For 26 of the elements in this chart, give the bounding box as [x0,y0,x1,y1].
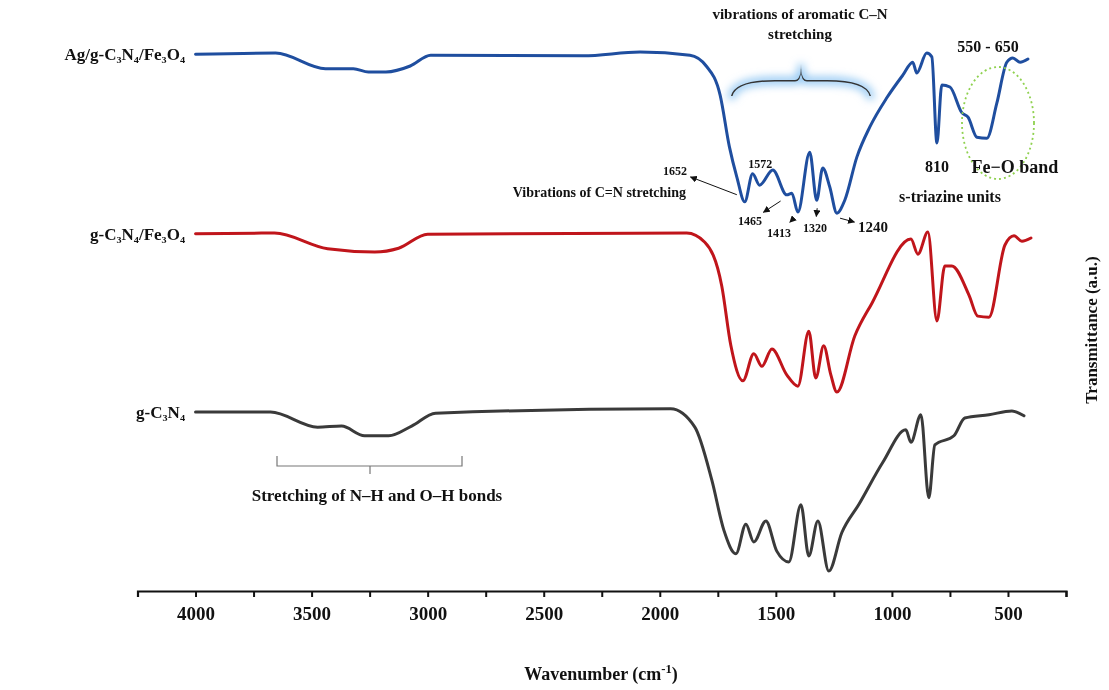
y-axis-title: Transmittance (a.u.) [1082,256,1101,404]
annotation: Vibrations of C=N stretching [512,185,686,200]
x-tick-label: 2000 [641,603,680,625]
x-tick-label: 500 [994,603,1023,625]
annotation: 1572 [748,157,773,172]
annotation: 1652 [663,164,687,178]
annotation: 1320 [803,221,827,235]
x-tick-label: 3500 [293,603,332,625]
annotation: 1240 [858,219,888,235]
x-tick-label: 1500 [757,603,796,625]
annotation: 550 - 650 [957,38,1019,55]
annotation: Fe−O band [971,157,1059,177]
x-axis-title: Wavenumber (cm$^{-1}$) [524,662,678,685]
series-label: g-C₃N₄/Fe₃O₄ [90,224,185,244]
annotation: Stretching of N–H and O–H bonds [251,486,503,505]
annotation: 810 [925,158,950,176]
x-tick-label: 3000 [409,603,448,625]
annotation: 1465 [738,214,762,228]
annotation: 1413 [767,226,791,240]
text: vibrations of aromatic C–N stretching [712,6,888,43]
series-label: g-C₃N₄ [136,403,185,423]
x-tick-label: 2500 [525,603,564,625]
series-label: Ag/g-C₃N₄/Fe₃O₄ [64,45,185,65]
x-tick-label: 1000 [873,603,912,625]
annotation: s-triazine units [899,188,1001,205]
x-tick-label: 4000 [177,603,216,625]
